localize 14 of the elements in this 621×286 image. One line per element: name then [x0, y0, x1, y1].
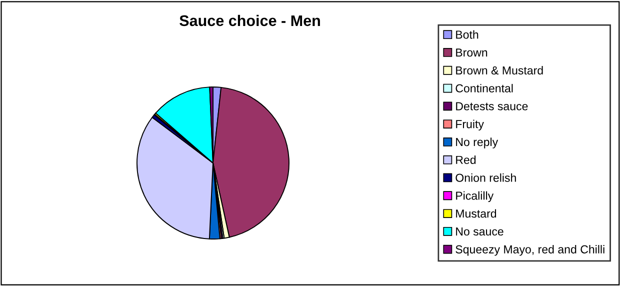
legend-label: Red: [456, 156, 476, 164]
legend-label: Brown & Mustard: [456, 66, 543, 75]
legend-label: Brown: [456, 48, 488, 57]
chart-title: Sauce choice - Men: [180, 14, 320, 26]
legend-label: Picalilly: [456, 191, 494, 202]
legend-label: Onion relish: [456, 173, 516, 182]
legend-label: No reply: [456, 138, 498, 148]
legend-label: Both: [456, 30, 478, 39]
legend-label: Squeezy Mayo, red and Chilli: [456, 244, 604, 256]
legend-label: Continental: [456, 84, 513, 92]
legend-label: Fruity: [456, 120, 484, 130]
legend-label: Mustard: [456, 209, 496, 218]
legend-label: Detests sauce: [456, 102, 528, 110]
legend-label: No sauce: [456, 228, 504, 236]
